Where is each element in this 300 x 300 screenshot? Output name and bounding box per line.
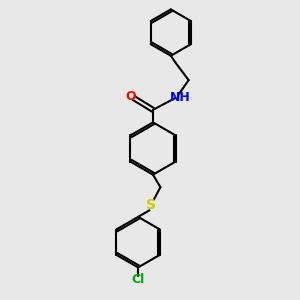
Text: Cl: Cl (131, 273, 145, 286)
Text: S: S (146, 198, 157, 212)
Text: NH: NH (170, 92, 191, 104)
Text: O: O (125, 90, 136, 103)
